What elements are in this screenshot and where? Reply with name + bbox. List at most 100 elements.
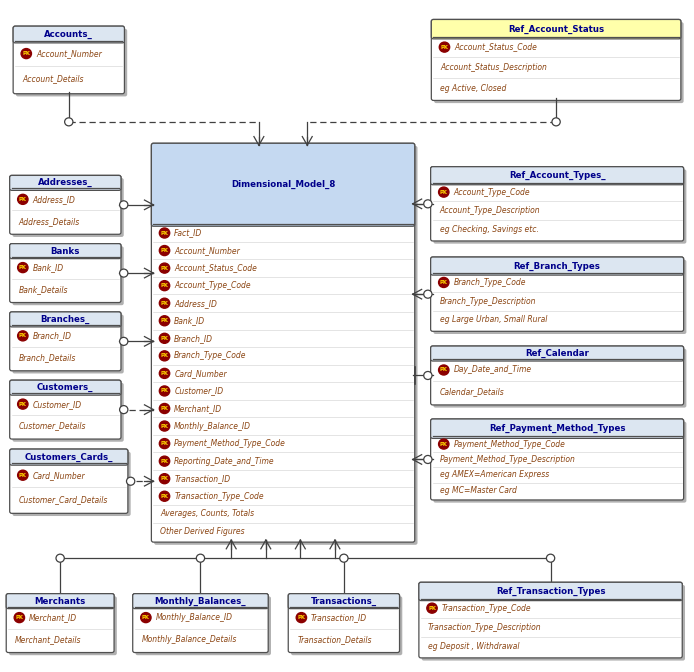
- FancyBboxPatch shape: [422, 585, 685, 661]
- Text: Address_Details: Address_Details: [19, 217, 80, 226]
- FancyBboxPatch shape: [10, 175, 121, 235]
- Circle shape: [160, 333, 170, 343]
- Text: Transaction_Type_Description: Transaction_Type_Description: [428, 623, 541, 632]
- Text: Merchant_Details: Merchant_Details: [15, 635, 82, 644]
- Text: Merchant_ID: Merchant_ID: [29, 613, 77, 622]
- Text: Transactions_: Transactions_: [311, 597, 377, 605]
- Circle shape: [160, 439, 170, 449]
- FancyBboxPatch shape: [6, 593, 114, 653]
- FancyBboxPatch shape: [6, 593, 114, 609]
- Text: Branch_Type_Description: Branch_Type_Description: [439, 297, 536, 306]
- Text: PK: PK: [160, 353, 169, 358]
- Text: Account_Type_Code: Account_Type_Code: [174, 281, 251, 290]
- Text: Ref_Branch_Types: Ref_Branch_Types: [514, 261, 600, 271]
- FancyBboxPatch shape: [12, 452, 130, 516]
- FancyBboxPatch shape: [10, 244, 121, 259]
- FancyBboxPatch shape: [133, 593, 268, 609]
- Circle shape: [119, 201, 128, 209]
- Text: Account_Status_Code: Account_Status_Code: [174, 263, 257, 273]
- Text: PK: PK: [160, 319, 169, 323]
- Circle shape: [160, 245, 170, 255]
- Text: Account_Details: Account_Details: [22, 75, 83, 83]
- Circle shape: [17, 470, 28, 480]
- FancyBboxPatch shape: [419, 582, 682, 601]
- FancyBboxPatch shape: [434, 22, 684, 103]
- FancyBboxPatch shape: [433, 349, 686, 408]
- Text: eg Deposit , Withdrawal: eg Deposit , Withdrawal: [428, 642, 519, 651]
- Text: eg MC=Master Card: eg MC=Master Card: [439, 486, 516, 495]
- Text: Address_ID: Address_ID: [33, 195, 76, 204]
- Circle shape: [160, 403, 170, 413]
- Circle shape: [439, 365, 449, 375]
- Text: Other Derived Figures: Other Derived Figures: [160, 527, 245, 536]
- FancyBboxPatch shape: [431, 419, 684, 438]
- Text: PK: PK: [160, 265, 169, 271]
- Text: Account_Status_Code: Account_Status_Code: [454, 42, 537, 52]
- Text: Ref_Transaction_Types: Ref_Transaction_Types: [496, 587, 605, 596]
- Text: PK: PK: [22, 51, 31, 56]
- Text: Customer_Card_Details: Customer_Card_Details: [19, 495, 108, 504]
- Circle shape: [126, 477, 135, 485]
- FancyBboxPatch shape: [151, 143, 415, 226]
- Text: Branch_ID: Branch_ID: [174, 334, 213, 343]
- Circle shape: [424, 200, 432, 208]
- Text: Averages, Counts, Totals: Averages, Counts, Totals: [160, 509, 255, 518]
- FancyBboxPatch shape: [432, 19, 681, 39]
- Circle shape: [439, 42, 450, 52]
- Circle shape: [21, 48, 31, 58]
- Text: Banks: Banks: [51, 247, 80, 255]
- FancyBboxPatch shape: [10, 175, 121, 190]
- Circle shape: [160, 351, 170, 361]
- FancyBboxPatch shape: [154, 146, 418, 545]
- Text: Monthly_Balance_ID: Monthly_Balance_ID: [174, 421, 251, 431]
- Text: Customers_Cards_: Customers_Cards_: [24, 452, 113, 462]
- Text: PK: PK: [19, 402, 27, 407]
- Circle shape: [141, 613, 151, 623]
- Text: PK: PK: [160, 423, 169, 429]
- Text: Customer_ID: Customer_ID: [174, 386, 223, 395]
- Text: Monthly_Balance_Details: Monthly_Balance_Details: [142, 635, 237, 644]
- Text: Ref_Account_Status: Ref_Account_Status: [508, 25, 604, 34]
- FancyBboxPatch shape: [433, 259, 686, 334]
- Text: Payment_Method_Type_Code: Payment_Method_Type_Code: [174, 439, 286, 448]
- Circle shape: [119, 337, 128, 345]
- Text: Bank_Details: Bank_Details: [19, 285, 68, 294]
- FancyBboxPatch shape: [433, 421, 686, 503]
- Circle shape: [160, 368, 170, 378]
- Text: Ref_Calendar: Ref_Calendar: [525, 349, 589, 358]
- Text: Transaction_ID: Transaction_ID: [174, 474, 230, 483]
- Circle shape: [17, 263, 28, 273]
- Text: PK: PK: [440, 280, 448, 285]
- FancyBboxPatch shape: [431, 346, 684, 405]
- Text: Day_Date_and_Time: Day_Date_and_Time: [453, 366, 532, 374]
- FancyBboxPatch shape: [12, 178, 124, 237]
- Circle shape: [17, 399, 28, 409]
- Circle shape: [439, 278, 449, 288]
- Circle shape: [552, 118, 560, 126]
- Text: Merchant_ID: Merchant_ID: [174, 404, 222, 413]
- FancyBboxPatch shape: [135, 596, 271, 655]
- Circle shape: [296, 613, 307, 623]
- Text: Branch_ID: Branch_ID: [33, 331, 71, 340]
- Circle shape: [160, 228, 170, 238]
- FancyBboxPatch shape: [10, 380, 121, 395]
- Text: PK: PK: [160, 230, 169, 235]
- FancyBboxPatch shape: [12, 383, 124, 442]
- Text: Reporting_Date_and_Time: Reporting_Date_and_Time: [174, 457, 275, 466]
- Text: Branch_Type_Code: Branch_Type_Code: [453, 278, 526, 287]
- Text: Bank_ID: Bank_ID: [174, 317, 205, 325]
- Circle shape: [65, 118, 73, 126]
- Circle shape: [160, 491, 170, 501]
- Text: Account_Number: Account_Number: [174, 246, 240, 255]
- Text: Transaction_Type_Code: Transaction_Type_Code: [441, 603, 532, 613]
- Text: Bank_ID: Bank_ID: [33, 263, 64, 272]
- FancyBboxPatch shape: [288, 593, 400, 609]
- Text: Address_ID: Address_ID: [174, 299, 217, 308]
- Text: PK: PK: [142, 615, 150, 620]
- Text: Customer_Details: Customer_Details: [19, 421, 86, 431]
- Text: Account_Type_Code: Account_Type_Code: [453, 187, 530, 197]
- FancyBboxPatch shape: [431, 257, 684, 331]
- Text: PK: PK: [160, 283, 169, 288]
- Circle shape: [17, 331, 28, 341]
- Text: PK: PK: [160, 300, 169, 306]
